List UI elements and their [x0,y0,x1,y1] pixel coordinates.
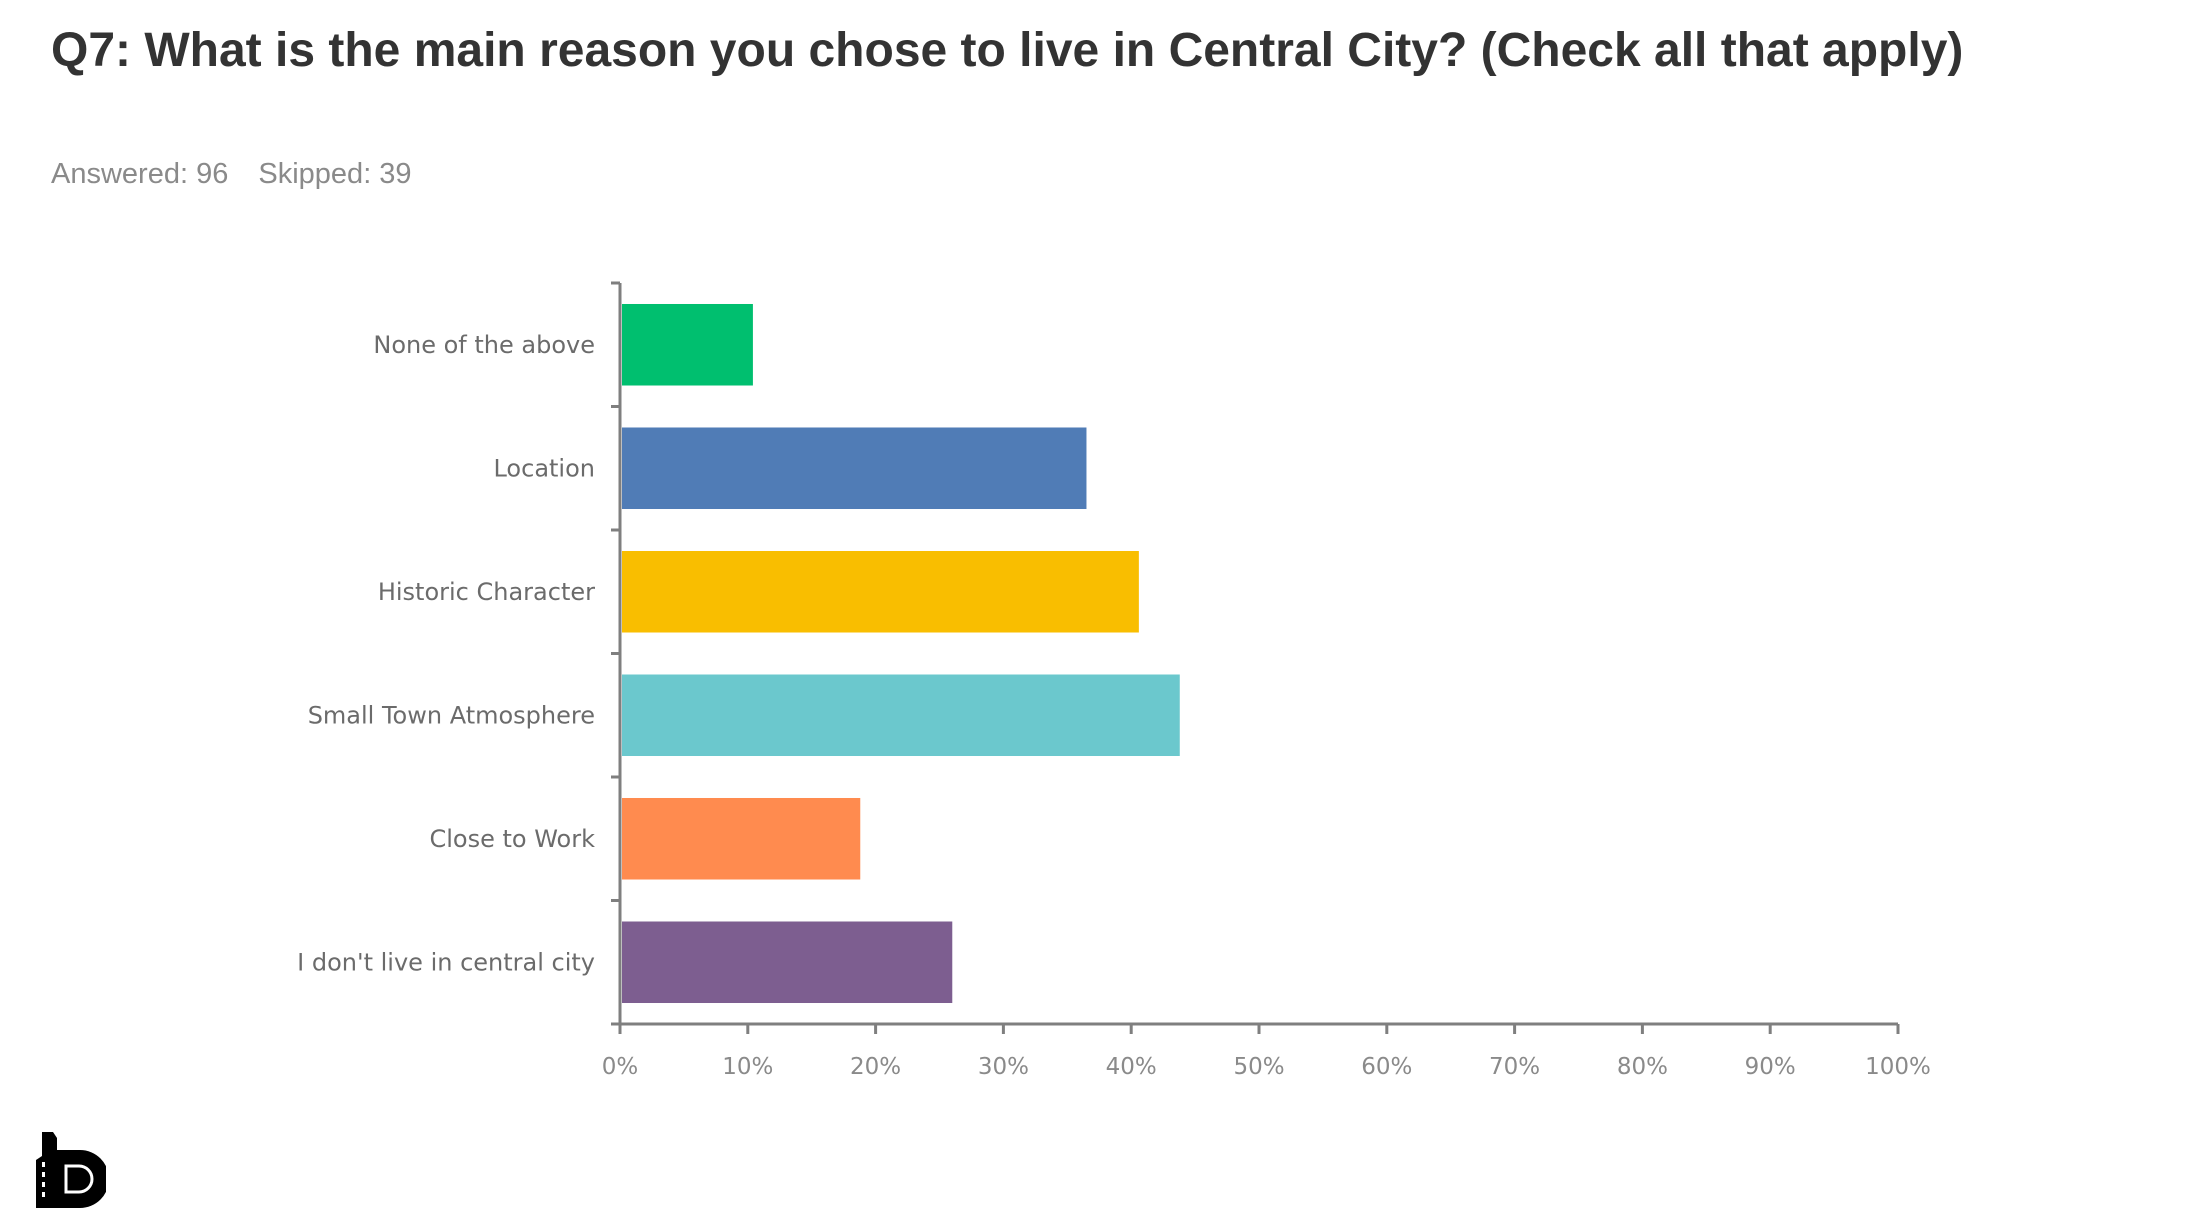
x-tick-label: 60% [1361,1054,1412,1080]
x-tick-label: 70% [1489,1054,1540,1080]
category-label: Historic Character [378,578,595,606]
building-logo-icon [36,1132,109,1208]
bar [622,550,1139,633]
category-label: I don't live in central city [297,948,595,976]
category-label: Close to Work [429,825,595,853]
x-tick-label: 80% [1617,1054,1668,1080]
x-tick-label: 10% [722,1054,773,1080]
x-tick-label: 0% [602,1054,639,1080]
response-stats: Answered: 96 Skipped: 39 [51,158,434,191]
x-tick-label: 20% [850,1054,901,1080]
bar [622,797,861,880]
page-title: Q7: What is the main reason you chose to… [51,24,1964,77]
x-tick-label: 30% [978,1054,1029,1080]
answered-count: Answered: 96 [51,158,229,190]
x-tick-label: 40% [1106,1054,1157,1080]
bar [622,921,953,1004]
x-tick-label: 90% [1745,1054,1796,1080]
bar [622,674,1180,757]
x-tick-label: 100% [1865,1054,1931,1080]
skipped-count: Skipped: 39 [258,158,412,190]
bar [622,427,1087,510]
bar [622,303,753,386]
company-logo [36,1132,109,1213]
category-label: Location [493,454,595,482]
category-label: Small Town Atmosphere [308,701,595,729]
x-tick-label: 50% [1233,1054,1284,1080]
category-label: None of the above [373,331,595,359]
